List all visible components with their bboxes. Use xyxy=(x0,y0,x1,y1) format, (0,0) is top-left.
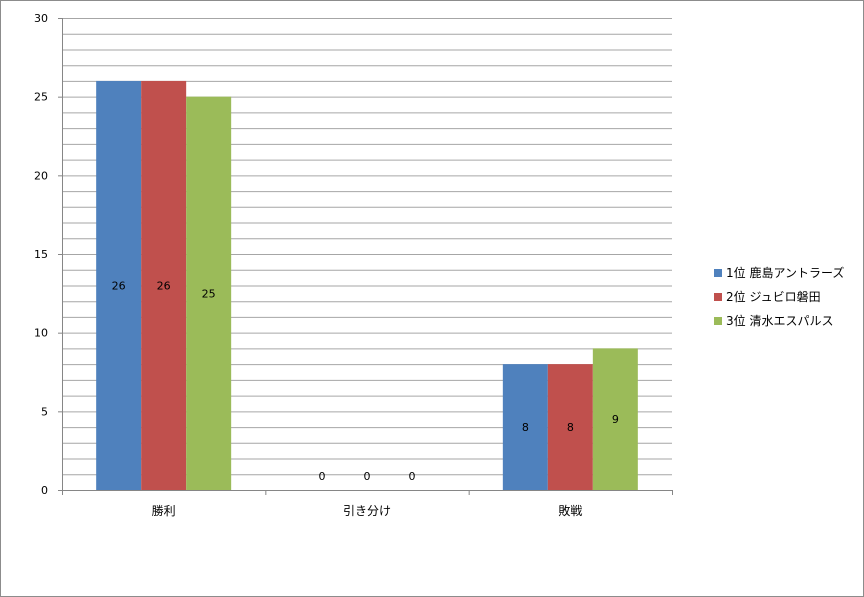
data-label: 8 xyxy=(522,421,529,434)
bar xyxy=(547,364,593,490)
y-tick-label: 25 xyxy=(34,91,48,104)
bars xyxy=(96,80,638,491)
legend-label: 2位 ジュビロ磐田 xyxy=(726,289,821,304)
data-label: 0 xyxy=(364,470,371,483)
y-tick-label: 10 xyxy=(34,327,48,340)
bar xyxy=(592,348,638,490)
data-label: 0 xyxy=(409,470,416,483)
data-label: 0 xyxy=(319,470,326,483)
y-tick-label: 5 xyxy=(41,405,48,418)
category-label: 引き分け xyxy=(343,504,391,518)
data-labels: 26 26 25 0 0 0 8 8 9 xyxy=(112,279,619,483)
y-tick-label: 0 xyxy=(41,484,48,497)
axes xyxy=(62,18,673,495)
bar xyxy=(502,364,548,490)
y-tick-label: 20 xyxy=(34,169,48,182)
data-label: 26 xyxy=(157,279,171,292)
bar xyxy=(186,96,232,491)
legend-swatch xyxy=(714,269,722,277)
data-label: 25 xyxy=(202,287,216,300)
data-label: 26 xyxy=(112,279,126,292)
data-label: 9 xyxy=(612,413,619,426)
category-label: 勝利 xyxy=(152,503,176,518)
category-label: 敗戦 xyxy=(558,503,582,518)
bar xyxy=(141,80,187,490)
legend-swatch xyxy=(714,293,722,301)
y-tick-label: 30 xyxy=(34,12,48,25)
data-label: 8 xyxy=(567,421,574,434)
bar xyxy=(96,80,142,490)
category-labels: 勝利 引き分け 敗戦 xyxy=(152,503,583,518)
legend-label: 3位 清水エスパルス xyxy=(726,313,833,328)
legend[interactable]: 1位 鹿島アントラーズ 2位 ジュビロ磐田 3位 清水エスパルス xyxy=(714,265,844,328)
y-axis-ticks: 0 5 10 15 20 25 30 xyxy=(34,12,62,497)
legend-label: 1位 鹿島アントラーズ xyxy=(726,265,844,280)
legend-swatch xyxy=(714,317,722,325)
y-tick-label: 15 xyxy=(34,248,48,261)
